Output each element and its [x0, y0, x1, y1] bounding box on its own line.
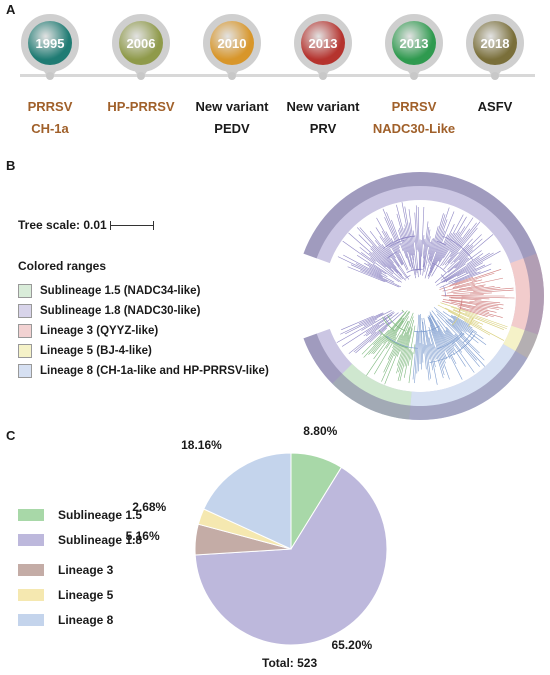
timeline-axis	[20, 74, 535, 77]
event-line-1: PRRSV	[27, 99, 73, 114]
tree-ring-segment	[409, 344, 528, 420]
event-line-2: PEDV	[214, 121, 250, 136]
timeline-year: 1995	[28, 21, 72, 65]
pie-legend-swatch	[18, 564, 44, 576]
tree-branches	[336, 202, 515, 385]
range-swatch	[18, 364, 32, 378]
timeline-year: 2006	[119, 21, 163, 65]
event-line-2: NADC30-Like	[372, 121, 456, 136]
range-swatch	[18, 284, 32, 298]
pie-legend-swatch	[18, 509, 44, 521]
pie-legend-swatch	[18, 614, 44, 626]
timeline-event-label: New variant PEDV	[187, 96, 277, 140]
panel-c-label: C	[6, 428, 16, 443]
timeline-bubble-2013: 2013	[294, 14, 352, 72]
range-label: Lineage 8 (CH-1a-like and HP-PRRSV-like)	[40, 365, 269, 377]
pie-percent-label: 2.68%	[132, 499, 167, 514]
event-line-2: PRV	[309, 121, 337, 136]
event-line-1: New variant	[286, 99, 360, 114]
timeline-event-label: PRRSV CH-1a	[5, 96, 95, 140]
timeline-dot	[46, 72, 54, 80]
timeline-dot	[137, 72, 145, 80]
range-label: Sublineage 1.5 (NADC34-like)	[40, 285, 201, 297]
timeline-dot	[410, 72, 418, 80]
pie-legend-item: Sublineage 1.5	[18, 507, 142, 523]
range-swatch	[18, 304, 32, 318]
pie-percent-label: 5.16%	[125, 528, 160, 543]
pie-percent-label: 18.16%	[181, 438, 222, 453]
pie-legend-item: Lineage 3	[18, 562, 113, 578]
tree-scale-bar	[110, 221, 154, 230]
range-swatch	[18, 344, 32, 358]
timeline-year: 2018	[473, 21, 517, 65]
timeline-dot	[228, 72, 236, 80]
range-swatch	[18, 324, 32, 338]
event-line-1: New variant	[195, 99, 269, 114]
pie-legend-label: Lineage 5	[58, 588, 114, 602]
event-line-1: PRRSV	[391, 99, 437, 114]
pie-slice-lineage-8	[203, 452, 292, 550]
timeline-event-label: HP-PRRSV	[96, 96, 186, 118]
pie-legend-label: Sublineage 1.8	[58, 533, 143, 547]
timeline-year: 2013	[301, 21, 345, 65]
range-legend-item: Sublineage 1.5 (NADC34-like)	[18, 283, 200, 299]
pie-legend-item: Sublineage 1.8	[18, 532, 142, 548]
range-label: Lineage 5 (BJ-4-like)	[40, 345, 152, 357]
event-line-1: HP-PRRSV	[107, 99, 175, 114]
timeline-dot	[319, 72, 327, 80]
range-label: Lineage 3 (QYYZ-like)	[40, 325, 159, 337]
pie-legend-label: Lineage 3	[58, 563, 114, 577]
pie-legend-label: Lineage 8	[58, 613, 114, 627]
timeline-event-label: ASFV	[450, 96, 540, 118]
panel-a-label: A	[6, 2, 16, 17]
range-legend-item: Lineage 8 (CH-1a-like and HP-PRRSV-like)	[18, 363, 269, 379]
timeline-bubble-2018: 2018	[466, 14, 524, 72]
event-line-2: CH-1a	[31, 121, 69, 136]
range-legend-item: Sublineage 1.8 (NADC30-like)	[18, 303, 200, 319]
panel-b-label: B	[6, 158, 16, 173]
pie-legend-item: Lineage 8	[18, 612, 113, 628]
pie-percent-label: 65.20%	[331, 638, 373, 653]
pie-percent-label: 8.80%	[303, 423, 338, 438]
pie-total: Total: 523	[262, 656, 318, 670]
timeline-bubble-2013: 2013	[385, 14, 443, 72]
range-legend-item: Lineage 5 (BJ-4-like)	[18, 343, 152, 359]
timeline-dot	[491, 72, 499, 80]
timeline-year: 2010	[210, 21, 254, 65]
pie-legend-swatch	[18, 534, 44, 546]
range-label: Sublineage 1.8 (NADC30-like)	[40, 305, 201, 317]
range-legend-item: Lineage 3 (QYYZ-like)	[18, 323, 158, 339]
event-line-1: ASFV	[477, 99, 513, 114]
tree-scale-label: Tree scale: 0.01	[18, 218, 107, 232]
pie-legend-swatch	[18, 589, 44, 601]
pie-legend-item: Lineage 5	[18, 587, 113, 603]
timeline-event-label: PRRSV NADC30-Like	[369, 96, 459, 140]
pie-legend-label: Sublineage 1.5	[58, 508, 143, 522]
timeline-event-label: New variant PRV	[278, 96, 368, 140]
timeline-year: 2013	[392, 21, 436, 65]
colored-ranges-title: Colored ranges	[18, 259, 107, 273]
pie-slice-sublineage-1-8	[194, 466, 388, 646]
